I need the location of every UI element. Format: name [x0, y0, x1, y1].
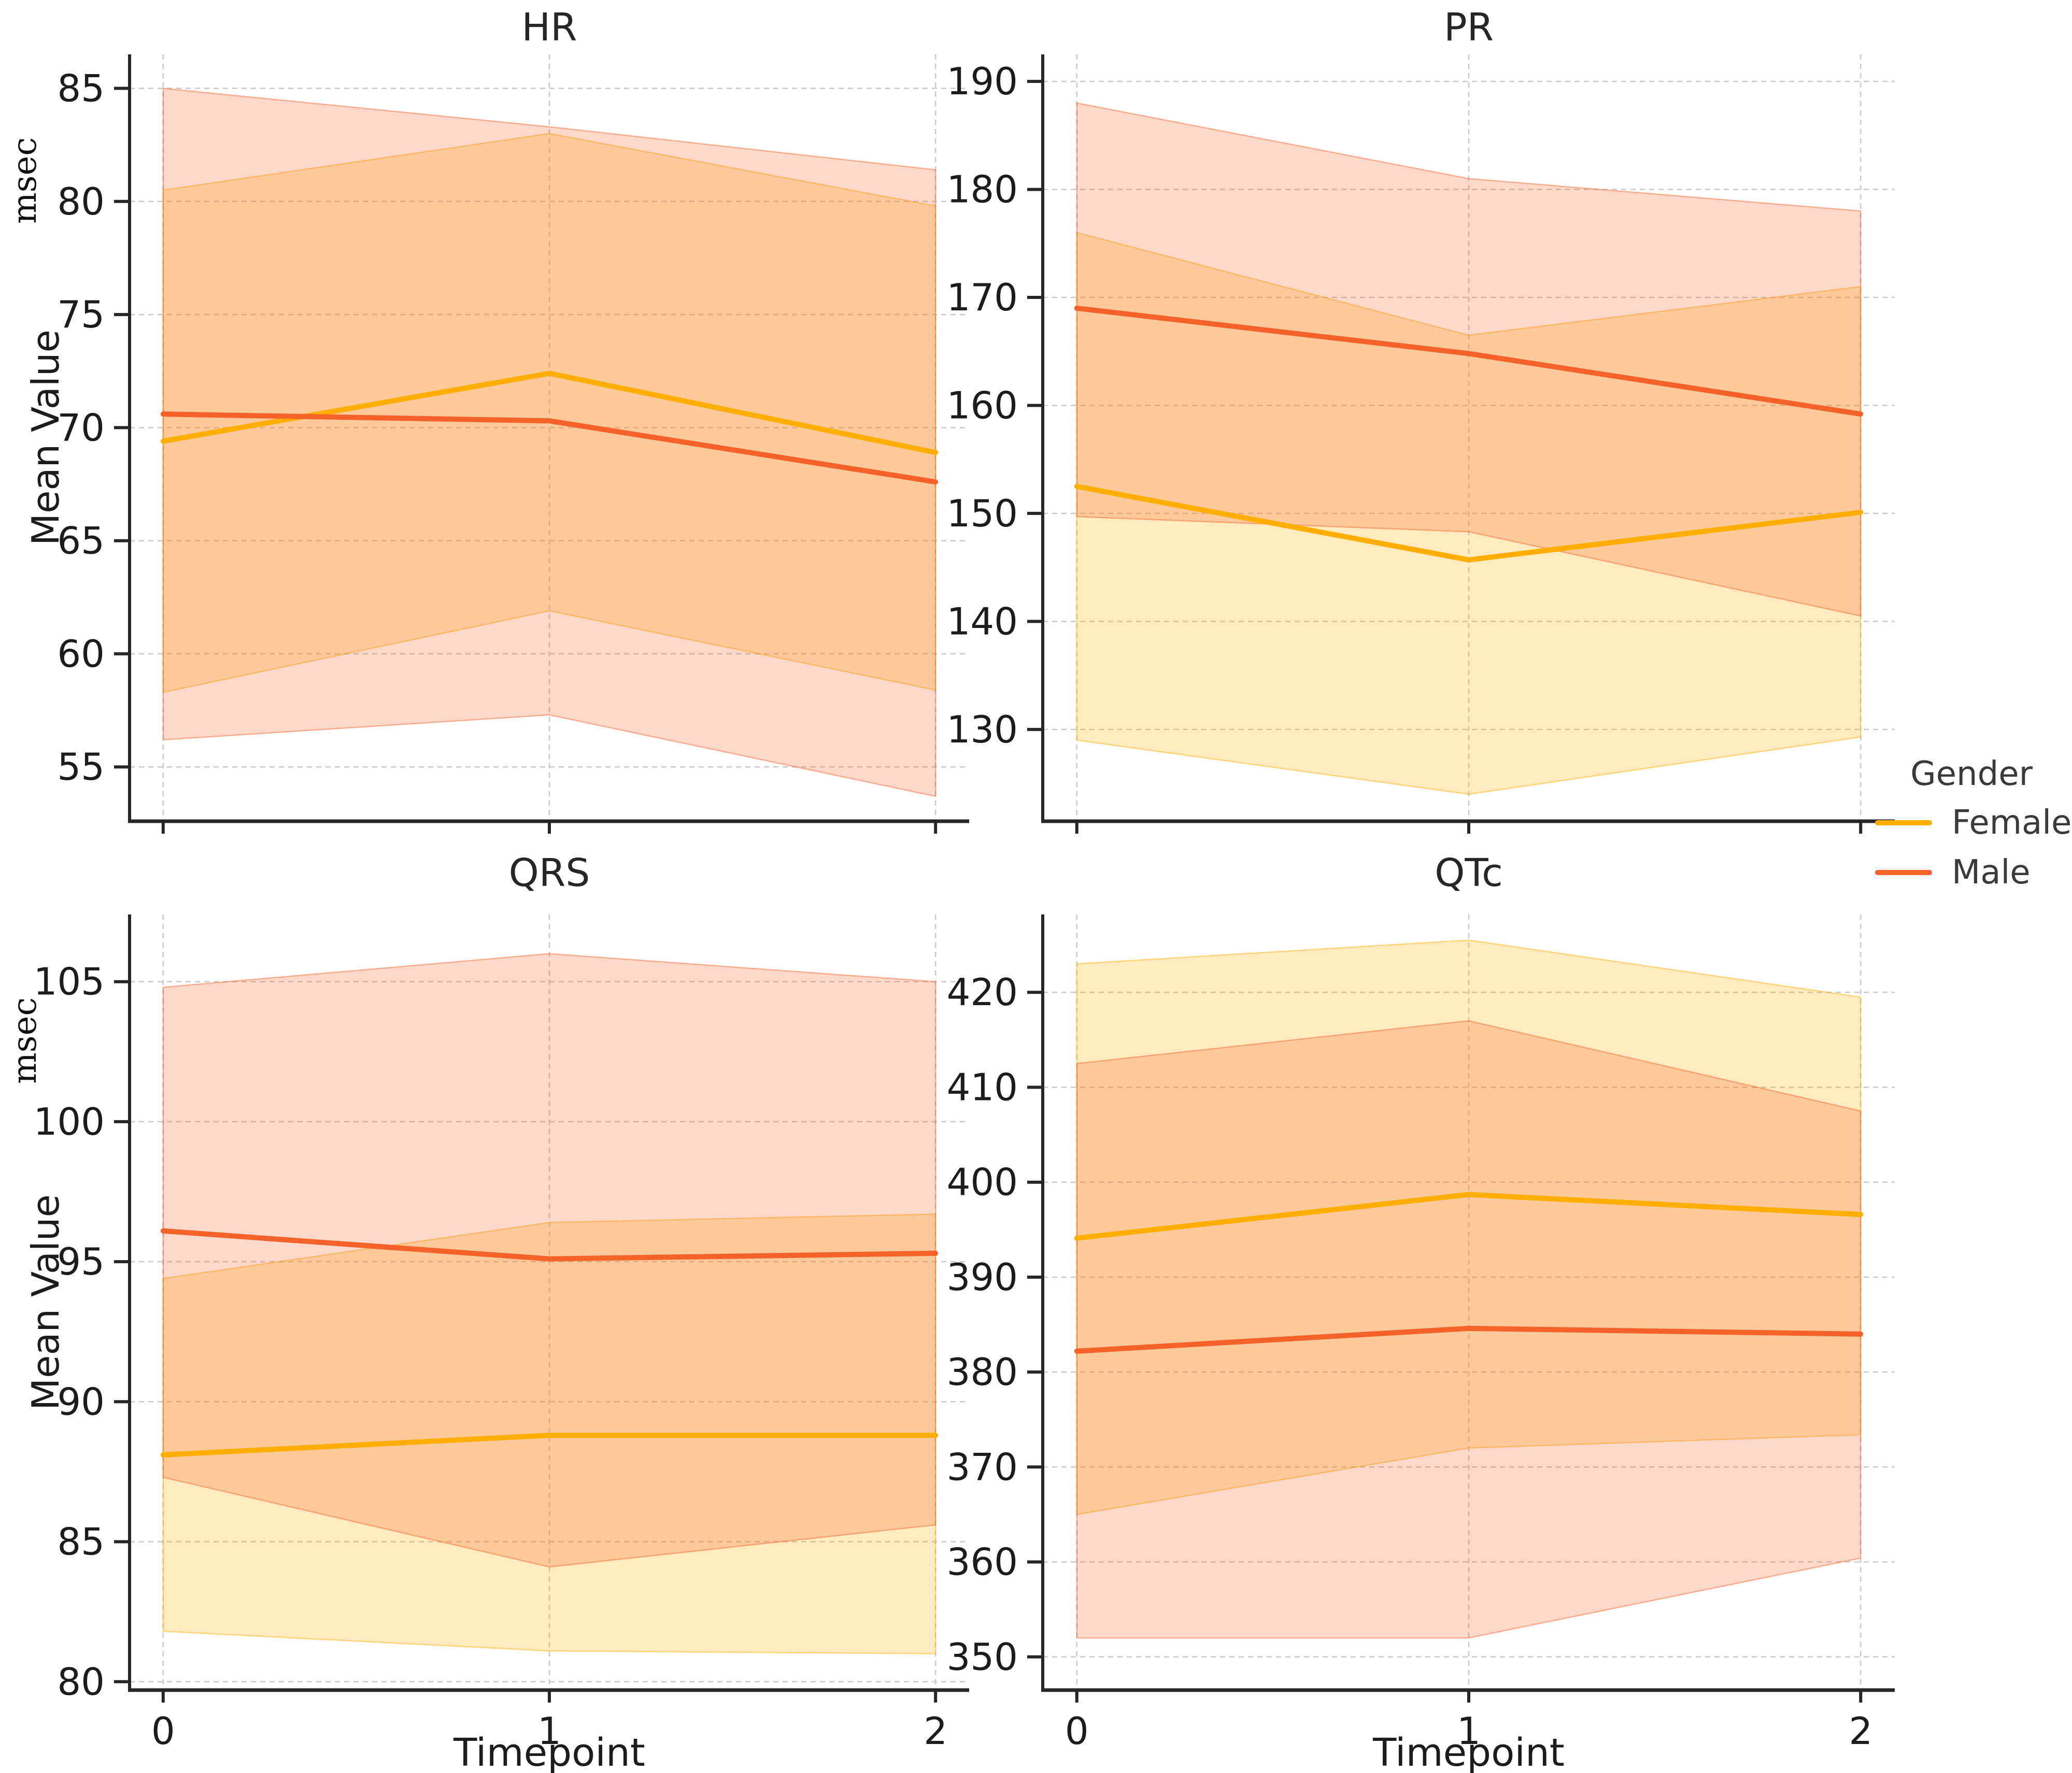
female-mean-line [1074, 1192, 1864, 1241]
male-mean-line [1074, 1325, 1864, 1354]
svg-text:0: 0 [1065, 1709, 1089, 1753]
y-tick-labels: 105 100 95 90 85 80 [34, 960, 130, 1704]
legend-label-female: Female [1952, 804, 2072, 842]
svg-text:410: 410 [947, 1065, 1018, 1109]
gridlines [1043, 914, 1895, 1690]
svg-text:180: 180 [947, 168, 1018, 211]
female-mean-line [160, 1433, 939, 1458]
x-axis-label-qtc: Timepoint [1373, 1731, 1565, 1773]
female-mean-line [1074, 483, 1864, 563]
chart-title-pr: PR [1443, 5, 1494, 50]
svg-text:160: 160 [947, 383, 1018, 427]
female-ci-band [1076, 232, 1862, 795]
y-tick-labels: 85 80 75 70 65 60 55 [57, 66, 130, 789]
svg-text:2: 2 [924, 1709, 947, 1753]
gridlines [1043, 54, 1895, 821]
y-tick-labels: 420 410 400 390 380 370 360 350 [947, 970, 1043, 1679]
svg-text:350: 350 [947, 1635, 1018, 1679]
x-tick-labels: 0 1 2 [151, 1690, 947, 1753]
male-ci-band [1076, 102, 1862, 617]
y-axis-label-qrs: Mean Value [24, 1194, 67, 1410]
svg-text:370: 370 [947, 1445, 1018, 1489]
svg-text:150: 150 [947, 492, 1018, 535]
svg-text:2: 2 [1849, 1709, 1872, 1753]
male-mean-line [160, 1228, 939, 1262]
y-tick-labels: 190 180 170 160 150 140 130 [947, 60, 1043, 751]
plot-area-qrs: 105 100 95 90 85 80 0 1 2 [34, 914, 969, 1753]
svg-text:60: 60 [57, 632, 105, 676]
plot-area-pr: 190 180 170 160 150 140 130 [947, 54, 1895, 834]
legend-entry-male: Male [1875, 856, 2068, 889]
male-mean-line [1074, 305, 1864, 417]
x-tick-labels [161, 821, 938, 834]
legend-entry-female: Female [1875, 804, 2072, 842]
x-tick-labels: 0 1 2 [1065, 1690, 1872, 1753]
svg-text:90: 90 [57, 1380, 105, 1423]
male-line-swatch [1875, 870, 1932, 875]
svg-text:140: 140 [947, 599, 1018, 643]
legend-label-male: Male [1952, 853, 2031, 892]
svg-text:1: 1 [537, 1709, 561, 1753]
svg-text:420: 420 [947, 970, 1018, 1014]
female-line-swatch [1875, 820, 1932, 825]
svg-text:85: 85 [57, 66, 105, 110]
gridlines [130, 54, 969, 821]
svg-text:80: 80 [57, 180, 105, 223]
plot-area-hr: 85 80 75 70 65 60 55 [57, 54, 969, 834]
svg-text:1: 1 [1457, 1709, 1481, 1753]
female-ci-band [1076, 939, 1862, 1515]
svg-text:130: 130 [947, 708, 1018, 751]
svg-text:95: 95 [57, 1240, 105, 1283]
svg-text:80: 80 [57, 1660, 105, 1704]
svg-text:360: 360 [947, 1540, 1018, 1584]
svg-text:85: 85 [57, 1520, 105, 1564]
female-ci-band [162, 133, 936, 693]
svg-text:190: 190 [947, 60, 1018, 103]
svg-text:105: 105 [34, 960, 105, 1004]
svg-text:100: 100 [34, 1100, 105, 1143]
x-axis-label-qrs: Timepoint [453, 1731, 645, 1773]
plot-area-qtc: 420 410 400 390 380 370 360 350 0 1 2 [947, 914, 1895, 1753]
legend: Gender Female Male [1875, 755, 2072, 906]
svg-text:170: 170 [947, 276, 1018, 319]
legend-title: Gender [1910, 755, 2033, 793]
male-mean-line [160, 411, 939, 485]
male-ci-band [162, 88, 936, 797]
chart-title-qtc: QTc [1435, 851, 1503, 895]
svg-text:390: 390 [947, 1255, 1018, 1299]
svg-text:380: 380 [947, 1350, 1018, 1394]
svg-text:70: 70 [57, 406, 105, 449]
svg-text:0: 0 [151, 1709, 175, 1753]
svg-text:65: 65 [57, 519, 105, 563]
svg-text:400: 400 [947, 1161, 1018, 1204]
chart-title-hr: HR [521, 5, 577, 50]
chart-title-qrs: QRS [508, 851, 590, 895]
svg-text:75: 75 [57, 293, 105, 336]
gridlines [130, 914, 969, 1690]
svg-text:55: 55 [57, 745, 105, 789]
x-tick-labels [1075, 821, 1863, 834]
